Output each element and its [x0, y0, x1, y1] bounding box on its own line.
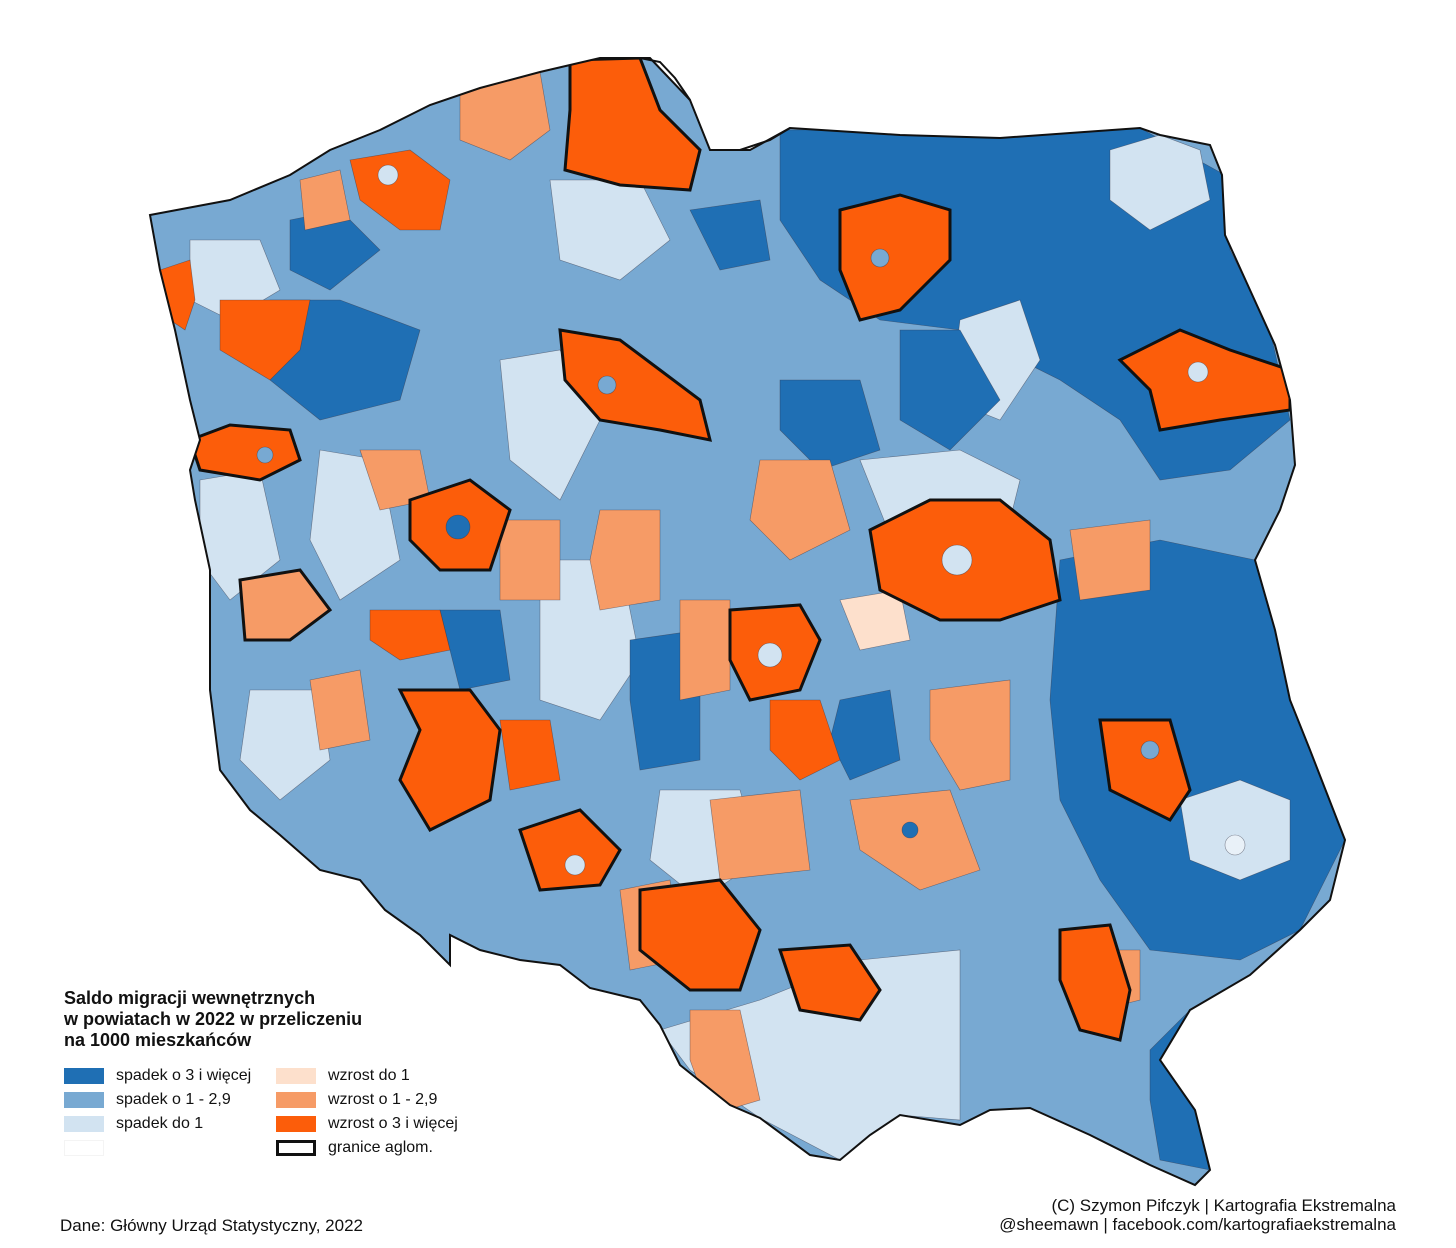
legend-swatch [276, 1116, 316, 1132]
legend-label: wzrost o 3 i więcej [328, 1115, 458, 1132]
region-east-light [1179, 779, 1291, 881]
region-e-dark [899, 329, 1001, 451]
legend-item: wzrost o 1 - 2,9 [276, 1090, 437, 1110]
city-core [597, 375, 617, 395]
legend-title-line: Saldo migracji wewnętrznych [64, 988, 316, 1008]
agglo-radom [769, 699, 841, 781]
agglo-pila [219, 299, 311, 381]
city-core [1224, 834, 1246, 856]
region-sw-light [239, 689, 331, 801]
city-core [256, 446, 274, 464]
legend-item: spadek o 3 i więcej [64, 1066, 251, 1086]
legend-item [64, 1138, 116, 1158]
legend-title-line: w powiatach w 2022 w przeliczeniu [64, 1009, 363, 1029]
region-mo-5 [499, 519, 561, 601]
legend-swatch [276, 1092, 316, 1108]
agglo-border [728, 603, 822, 702]
legend-label: spadek do 1 [116, 1115, 204, 1132]
region-mo-9 [679, 599, 731, 701]
city-core [564, 854, 586, 876]
vistula-lagoon-coast [710, 127, 791, 151]
agglo-border [1058, 923, 1132, 1042]
region-mo-8 [929, 679, 1011, 791]
agglo-border [397, 688, 502, 832]
region-nc-dark [689, 199, 771, 271]
region-lo-1 [839, 589, 911, 651]
agglo-border [563, 58, 702, 192]
credits: (C) Szymon Pifczyk | Kartografia Ekstrem… [999, 1196, 1396, 1234]
legend-label: spadek o 3 i więcej [116, 1067, 252, 1084]
city-core [870, 248, 890, 268]
legend-item: spadek o 1 - 2,9 [64, 1090, 231, 1110]
region-se2-dark [829, 689, 901, 781]
legend-title: Saldo migracji wewnętrznych w powiatach … [64, 988, 424, 1051]
city-core [757, 642, 783, 668]
credits-line: @sheemawn | facebook.com/kartografiaekst… [999, 1215, 1396, 1234]
agglo-opole-e [499, 719, 561, 791]
agglo-kalisz [369, 609, 451, 661]
city-core [1187, 361, 1209, 383]
region-mo-6 [749, 459, 851, 561]
legend-label: granice aglom. [328, 1139, 433, 1156]
legend-swatch-border [276, 1140, 316, 1156]
city-core [941, 544, 973, 576]
legend-item: wzrost o 3 i więcej [276, 1114, 458, 1134]
agglo-border [868, 498, 1062, 622]
agglo-border [408, 478, 512, 572]
city-core [377, 164, 399, 186]
agglo-border [558, 328, 713, 442]
legend-item: wzrost do 1 [276, 1066, 410, 1086]
hel-peninsula [639, 57, 691, 101]
region-c2-dark [779, 379, 881, 471]
agglo-border [838, 193, 952, 322]
city-core [901, 821, 919, 839]
region-sw-dark [439, 609, 511, 691]
legend-title-line: na 1000 mieszkańców [64, 1030, 252, 1050]
legend-swatch [276, 1068, 316, 1084]
legend-item: spadek do 1 [64, 1114, 203, 1134]
region-mo-4 [589, 509, 661, 611]
legend-swatch [64, 1068, 104, 1084]
agglo-border [238, 568, 333, 642]
legend-swatch [64, 1116, 104, 1132]
region-mo-7 [1069, 519, 1151, 601]
region-mo-10 [709, 789, 811, 881]
agglo-border [777, 943, 882, 1022]
agglo-border [518, 808, 622, 892]
legend-label: wzrost do 1 [328, 1067, 410, 1084]
region-mo-11 [849, 789, 981, 891]
legend-swatch [64, 1140, 104, 1156]
data-source: Dane: Główny Urząd Statystyczny, 2022 [60, 1216, 363, 1235]
legend-label: spadek o 1 - 2,9 [116, 1091, 231, 1108]
city-core [445, 514, 471, 540]
agglo-koszalin [349, 149, 451, 231]
legend-label: wzrost o 1 - 2,9 [328, 1091, 438, 1108]
legend-swatch [64, 1092, 104, 1108]
region-mo-16 [309, 669, 371, 751]
credits-line: (C) Szymon Pifczyk | Kartografia Ekstrem… [1051, 1196, 1396, 1215]
region-mo-2 [299, 169, 351, 231]
agglo-border [188, 423, 302, 482]
legend-item: granice aglom. [276, 1138, 433, 1158]
agglo-border [1098, 718, 1192, 822]
agglo-border [638, 878, 762, 992]
city-core [1140, 740, 1160, 760]
